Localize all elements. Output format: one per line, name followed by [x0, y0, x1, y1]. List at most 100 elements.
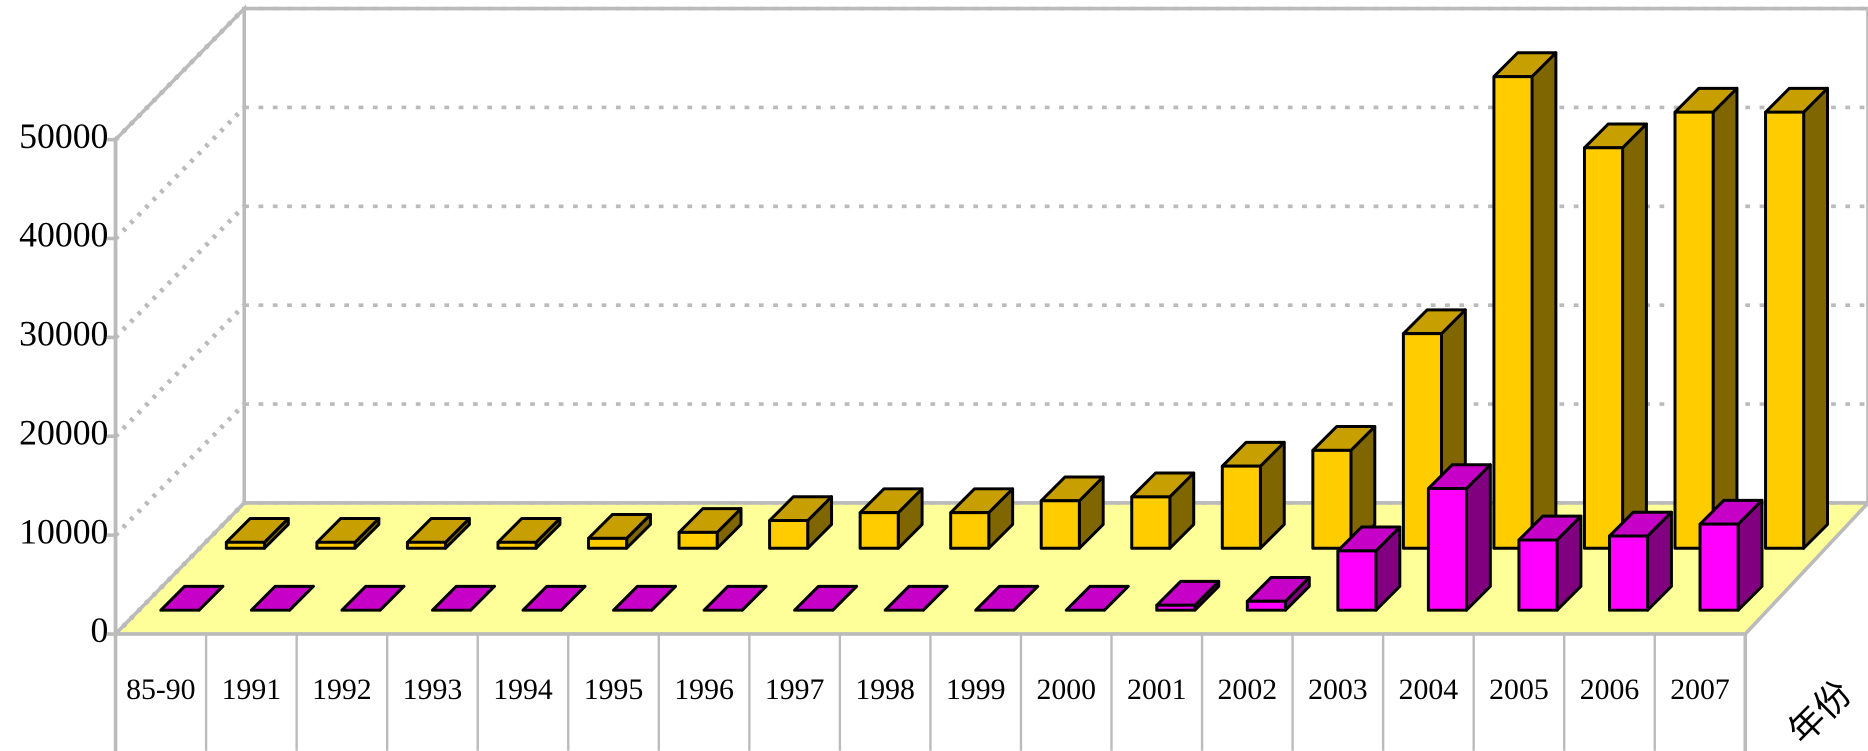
bar-front — [1492, 75, 1534, 550]
bar-front — [587, 536, 629, 550]
bar-front — [1698, 522, 1740, 612]
bar-top — [340, 584, 406, 612]
x-tick-label: 2000 — [1036, 673, 1096, 706]
grid-line — [113, 6, 246, 142]
bar-top — [249, 584, 315, 612]
bar — [702, 584, 768, 612]
grid-line — [113, 204, 246, 340]
bar — [612, 584, 677, 612]
bar — [249, 584, 315, 612]
bar-front — [1039, 499, 1081, 550]
bar-top — [702, 584, 768, 612]
bar — [1673, 86, 1739, 550]
bar — [1517, 514, 1583, 612]
y-tick-label: 30000 — [19, 314, 108, 354]
bar-front — [677, 530, 719, 550]
bar — [1698, 498, 1764, 612]
bar-side — [1530, 51, 1558, 550]
bar — [883, 584, 949, 612]
bar-side — [1621, 122, 1648, 550]
bar-front — [1517, 538, 1559, 612]
bar-front — [1155, 603, 1197, 612]
x-tick-label: 85-90 — [126, 673, 195, 706]
bar-front — [1336, 549, 1378, 612]
bar-top — [521, 584, 587, 612]
grid-line — [113, 303, 246, 438]
x-axis-label: 年份 — [1781, 673, 1860, 751]
bar — [1245, 575, 1311, 612]
x-tick-label: 1996 — [674, 673, 734, 706]
bar — [1582, 122, 1648, 550]
bar-front — [1220, 464, 1262, 550]
bar — [521, 584, 587, 612]
x-tick-label: 2005 — [1489, 673, 1549, 706]
bar-top — [974, 584, 1040, 612]
bar — [587, 513, 652, 550]
bar-front — [496, 540, 538, 550]
bar-top — [793, 584, 859, 612]
x-tick-label: 1998 — [855, 673, 915, 706]
bar-top — [430, 584, 496, 612]
x-tick-label: 1994 — [493, 673, 553, 706]
bar — [1311, 425, 1377, 550]
bar-front — [1311, 448, 1353, 550]
bar-front — [224, 540, 266, 550]
x-tick-label: 2002 — [1218, 673, 1278, 706]
bar-front — [1673, 110, 1715, 550]
x-tick-label: 2001 — [1127, 673, 1187, 706]
bar — [949, 487, 1015, 550]
bar-top — [1064, 584, 1130, 612]
y-tick-label: 50000 — [19, 116, 108, 156]
bar — [1064, 584, 1130, 612]
bar-front — [1245, 599, 1287, 612]
bar — [1492, 51, 1558, 550]
bar — [159, 584, 225, 612]
x-tick-label: 2007 — [1670, 673, 1730, 706]
bar — [1039, 475, 1105, 550]
bar — [496, 516, 562, 550]
bar — [1220, 440, 1286, 550]
y-tick-label: 40000 — [19, 215, 108, 255]
bar — [1764, 86, 1829, 550]
bar — [1336, 525, 1402, 612]
bar — [858, 487, 924, 550]
bar-front — [949, 511, 991, 550]
bar-top — [159, 584, 225, 612]
bar — [1607, 510, 1673, 612]
bar-side — [1711, 86, 1739, 550]
bar — [224, 516, 290, 550]
bar-front — [405, 540, 448, 550]
x-tick-label: 1997 — [765, 673, 825, 706]
grid-line — [113, 105, 246, 241]
bar — [430, 584, 496, 612]
y-tick-label: 10000 — [19, 511, 108, 551]
x-tick-label: 1991 — [222, 673, 282, 706]
x-tick-label: 2004 — [1399, 673, 1459, 706]
bar — [974, 584, 1040, 612]
bar — [315, 516, 381, 550]
bar — [405, 516, 471, 550]
x-tick-label: 1993 — [403, 673, 463, 706]
bar-top — [883, 584, 949, 612]
bar — [768, 495, 834, 550]
x-tick-label: 1999 — [946, 673, 1006, 706]
bar — [677, 507, 743, 550]
grid-line — [113, 402, 246, 537]
axis: 0 10000 20000 30000 40000 50000 85-90 1991 1992 1… — [19, 116, 1748, 751]
bar-side — [1802, 86, 1829, 550]
bar-front — [1764, 110, 1806, 550]
bar-front — [768, 519, 810, 550]
x-tick-label: 1992 — [312, 673, 372, 706]
x-tick-label: 1995 — [584, 673, 644, 706]
bar — [1155, 579, 1221, 612]
bar — [1130, 471, 1196, 550]
bar — [1426, 463, 1492, 612]
bar-front — [1426, 487, 1469, 612]
y-tick-label: 0 — [91, 610, 109, 650]
bar — [793, 584, 859, 612]
bar-front — [858, 511, 900, 550]
x-tick-label: 2003 — [1308, 673, 1368, 706]
bar-front — [1582, 146, 1625, 550]
bars — [159, 51, 1829, 612]
